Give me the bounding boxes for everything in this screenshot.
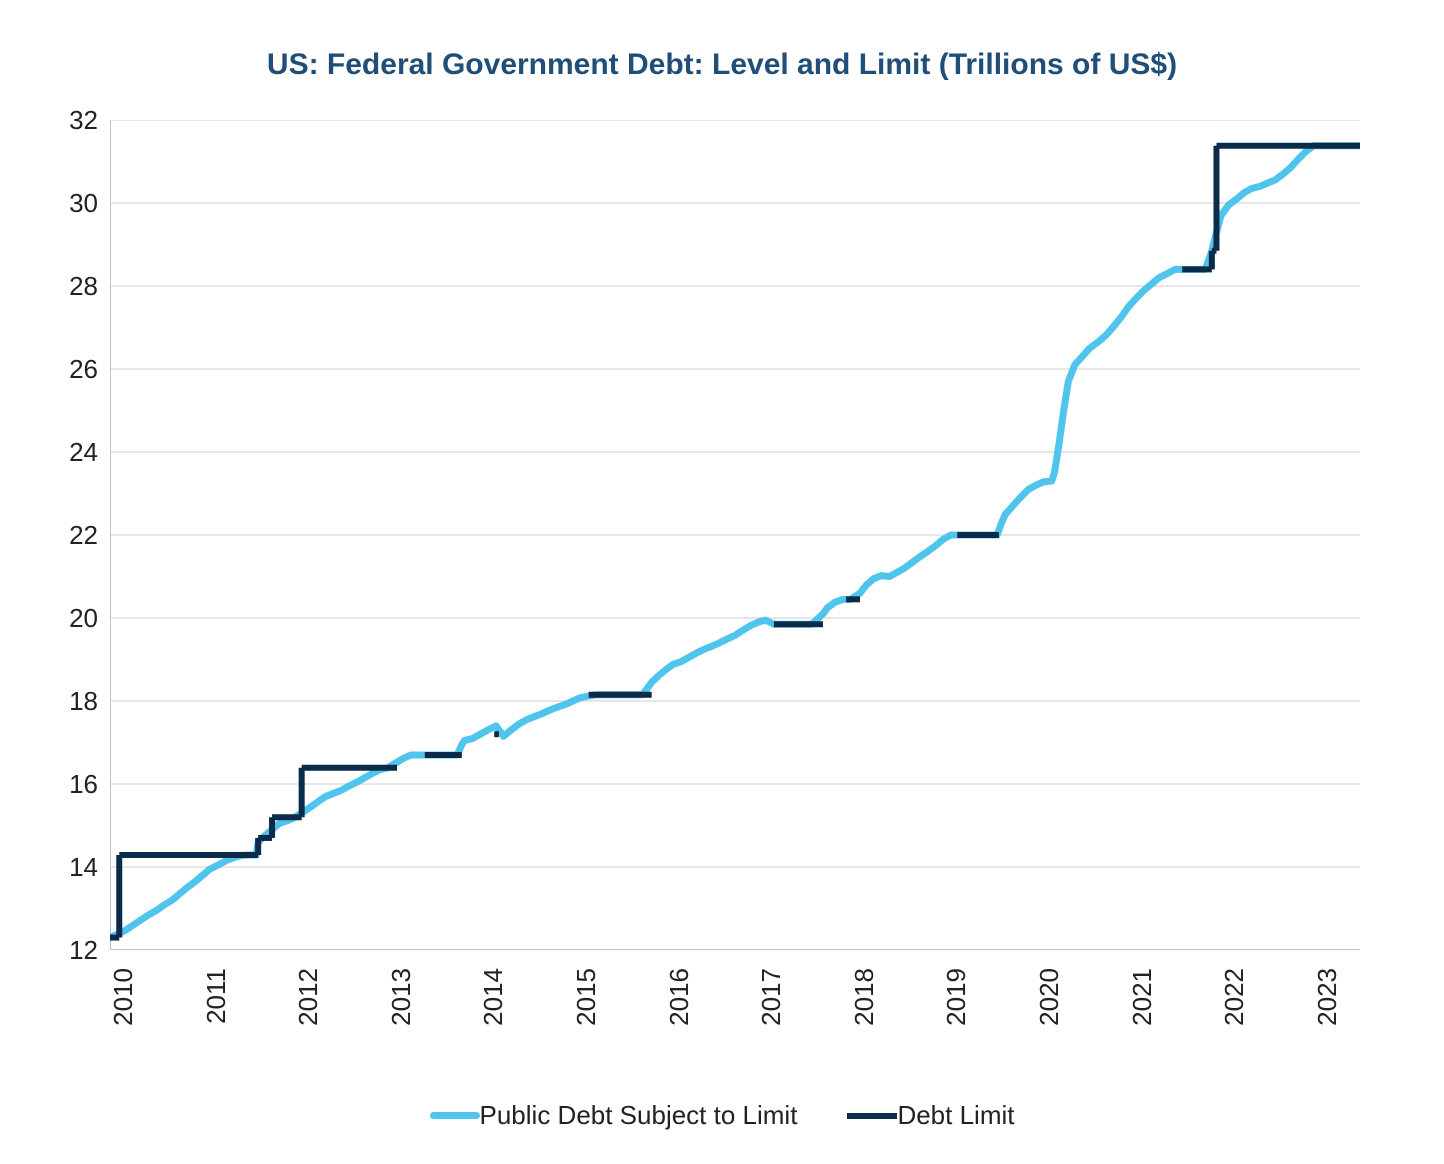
y-tick-label: 14 bbox=[69, 852, 98, 883]
x-tick-label: 2019 bbox=[941, 968, 972, 1026]
legend-item-public-debt: Public Debt Subject to Limit bbox=[430, 1100, 798, 1131]
x-tick-label: 2014 bbox=[478, 968, 509, 1026]
y-tick-label: 26 bbox=[69, 354, 98, 385]
y-tick-label: 24 bbox=[69, 437, 98, 468]
y-tick-label: 12 bbox=[69, 935, 98, 966]
chart-container: US: Federal Government Debt: Level and L… bbox=[0, 0, 1444, 1164]
legend-label-public-debt: Public Debt Subject to Limit bbox=[480, 1100, 798, 1131]
x-tick-label: 2018 bbox=[849, 968, 880, 1026]
x-tick-label: 2017 bbox=[756, 968, 787, 1026]
y-tick-label: 18 bbox=[69, 686, 98, 717]
x-tick-label: 2021 bbox=[1127, 968, 1158, 1026]
y-tick-label: 20 bbox=[69, 603, 98, 634]
x-tick-label: 2016 bbox=[664, 968, 695, 1026]
legend-item-debt-limit: Debt Limit bbox=[847, 1100, 1014, 1131]
plot-area bbox=[110, 120, 1360, 950]
legend: Public Debt Subject to Limit Debt Limit bbox=[0, 1100, 1444, 1131]
y-tick-label: 22 bbox=[69, 520, 98, 551]
y-tick-label: 28 bbox=[69, 271, 98, 302]
x-tick-label: 2012 bbox=[293, 968, 324, 1026]
legend-swatch-debt-limit bbox=[847, 1113, 897, 1119]
x-tick-label: 2020 bbox=[1034, 968, 1065, 1026]
y-tick-label: 32 bbox=[69, 105, 98, 136]
x-tick-label: 2010 bbox=[108, 968, 139, 1026]
x-tick-label: 2023 bbox=[1312, 968, 1343, 1026]
chart-title: US: Federal Government Debt: Level and L… bbox=[0, 48, 1444, 82]
plot-svg bbox=[110, 120, 1360, 950]
x-tick-label: 2011 bbox=[201, 968, 232, 1024]
y-tick-label: 30 bbox=[69, 188, 98, 219]
legend-label-debt-limit: Debt Limit bbox=[897, 1100, 1014, 1131]
x-tick-label: 2013 bbox=[386, 968, 417, 1026]
x-tick-label: 2015 bbox=[571, 968, 602, 1026]
x-tick-label: 2022 bbox=[1219, 968, 1250, 1026]
legend-swatch-public-debt bbox=[430, 1112, 480, 1119]
y-tick-label: 16 bbox=[69, 769, 98, 800]
